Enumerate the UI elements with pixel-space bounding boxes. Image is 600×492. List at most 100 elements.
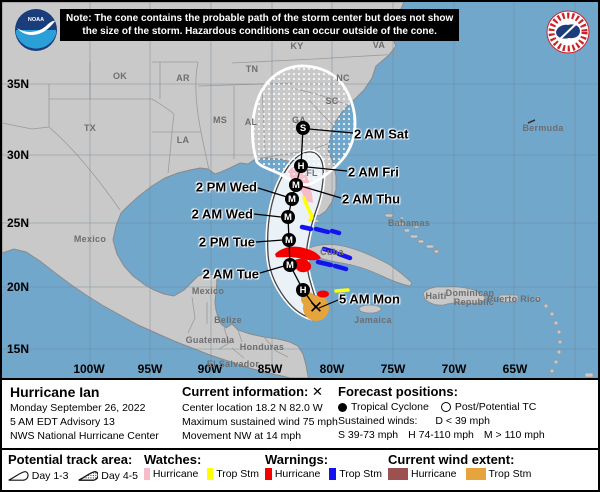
track-marker: M (283, 258, 297, 272)
geo-label: LA (176, 135, 190, 145)
lon-label: 80W (319, 362, 345, 376)
noaa-logo-icon: NOAA (15, 9, 57, 51)
geo-label: Jamaica (354, 315, 392, 325)
map-overlays: 35N 30N 25N 20N 15N 100W 95W 90W 85W 80W 75W 70W 65W… (2, 2, 598, 378)
warning-hurricane-label: Hurricane (274, 468, 321, 480)
storm-agency: NWS National Hurricane Center (10, 430, 159, 443)
geo-label: Haiti (425, 291, 447, 301)
time-label: 2 AM Tue (202, 266, 259, 282)
legend-warnings: Warnings: Hurricane Trop Stm (265, 452, 388, 486)
tropstm-warning-areas (299, 224, 353, 272)
warning-tropstm-swatch (329, 468, 337, 480)
lon-label: 100W (73, 362, 105, 376)
current-info: Current information: ✕ Center location 1… (182, 384, 338, 446)
time-label: 2 PM Wed (195, 179, 257, 195)
geo-label: Mexico (191, 286, 225, 296)
wind-d-label: D < 39 mph (435, 415, 490, 428)
legend-wind-title: Current wind extent: (388, 452, 515, 467)
tropstm-watch-areas (302, 196, 350, 293)
legend-wind-extent: Current wind extent: Hurricane Trop Stm (388, 452, 592, 486)
geo-label: VA (372, 40, 386, 50)
nws-logo-icon (546, 10, 590, 54)
geo-label: Belize (214, 315, 242, 325)
tropical-cyclone-label: Tropical Cyclone (351, 401, 429, 413)
geo-label: Puerto Rico (487, 294, 541, 304)
leader-lines (253, 128, 354, 309)
geo-label: TN (245, 64, 259, 74)
watch-hurricane-label: Hurricane (152, 468, 199, 480)
geo-label: FL (306, 168, 318, 178)
wind-hurricane-label: Hurricane (411, 468, 457, 480)
wind-hurricane-swatch (388, 468, 408, 480)
current-position-marker: ✕ (308, 297, 324, 317)
post-potential-tc-icon (440, 402, 451, 413)
geo-label: MS (212, 115, 228, 125)
sustained-winds-label: Sustained winds: (338, 415, 418, 428)
current-position-icon: ✕ (312, 384, 323, 399)
legend-watches-title: Watches: (144, 452, 202, 467)
storm-title: Hurricane Ian (10, 384, 100, 400)
lon-label: 85W (257, 362, 283, 376)
movement: Movement NW at 14 mph (182, 430, 302, 443)
wind-tropstm-swatch (465, 468, 486, 480)
track-marker: H (294, 159, 308, 173)
legend-warnings-title: Warnings: (265, 452, 329, 467)
watch-tropstm-swatch (207, 468, 214, 480)
time-label: 2 AM Thu (342, 191, 401, 207)
day13-label: Day 1-3 (31, 470, 69, 482)
geo-label: NC (336, 73, 350, 83)
bermuda-island (527, 119, 536, 124)
watch-hurricane-swatch (144, 468, 150, 480)
note-bar: Note: The cone contains the probable pat… (60, 9, 460, 41)
info-panel: Hurricane Ian Monday September 26, 2022 … (2, 378, 598, 448)
geo-label: Honduras (239, 342, 285, 352)
geo-label: Bahamas (387, 218, 431, 228)
note-line-2: the size of the storm. Hazardous conditi… (82, 26, 437, 37)
track-marker: S (296, 121, 310, 135)
svg-text:NOAA: NOAA (28, 17, 44, 23)
geo-label: Republic (453, 297, 495, 307)
time-label: 2 PM Tue (198, 234, 255, 250)
geo-label: Cuba (320, 247, 344, 257)
hurricane-warning-areas (275, 246, 329, 298)
lat-label: 30N (7, 148, 30, 162)
wind-tropstm-label: Trop Stm (488, 468, 532, 480)
day45-cone-icon (77, 471, 99, 481)
wind-m-label: M > 110 mph (483, 429, 545, 442)
forecast-positions-title: Forecast positions: (338, 384, 458, 399)
geo-label: AR (176, 73, 190, 83)
wind-h-label: H 74-110 mph (408, 429, 474, 442)
geo-label: Dominican (445, 288, 495, 298)
lon-label: 70W (441, 362, 467, 376)
lon-label: 75W (380, 362, 406, 376)
tropical-cyclone-icon (338, 402, 347, 412)
day13-cone-icon (8, 471, 29, 481)
time-label: 2 AM Wed (191, 206, 253, 222)
lat-label: 20N (7, 280, 30, 294)
geo-label: Mexico (73, 234, 107, 244)
lon-label: 90W (197, 362, 223, 376)
time-label: 2 AM Sat (354, 126, 409, 142)
warning-tropstm-label: Trop Stm (339, 468, 382, 480)
lat-label: 15N (7, 342, 30, 356)
geo-label: GA (291, 115, 307, 125)
geo-label: Guatemala (185, 335, 235, 345)
lat-label: 35N (7, 77, 30, 91)
geo-label: TX (83, 123, 97, 133)
center-location: Center location 18.2 N 82.0 W (182, 402, 323, 414)
max-wind: Maximum sustained wind 75 mph (182, 416, 338, 429)
legend-track-title: Potential track area: (8, 452, 133, 467)
legend-panel: Potential track area: Day 1-3 Day 4-5 Wa… (2, 448, 598, 488)
current-info-title: Current information: ✕ (182, 384, 323, 399)
track-marker: M (281, 210, 295, 224)
storm-date: Monday September 26, 2022 (10, 402, 146, 414)
storm-advisory: 5 AM EDT Advisory 13 (10, 416, 115, 429)
note-line-1: Note: The cone contains the probable pat… (66, 13, 454, 24)
lon-label: 95W (137, 362, 163, 376)
track-marker: M (282, 233, 296, 247)
geo-label: El Salvador (206, 359, 260, 369)
geo-label: SC (325, 96, 339, 106)
geo-label: OK (112, 71, 128, 81)
warning-hurricane-swatch (265, 468, 272, 480)
